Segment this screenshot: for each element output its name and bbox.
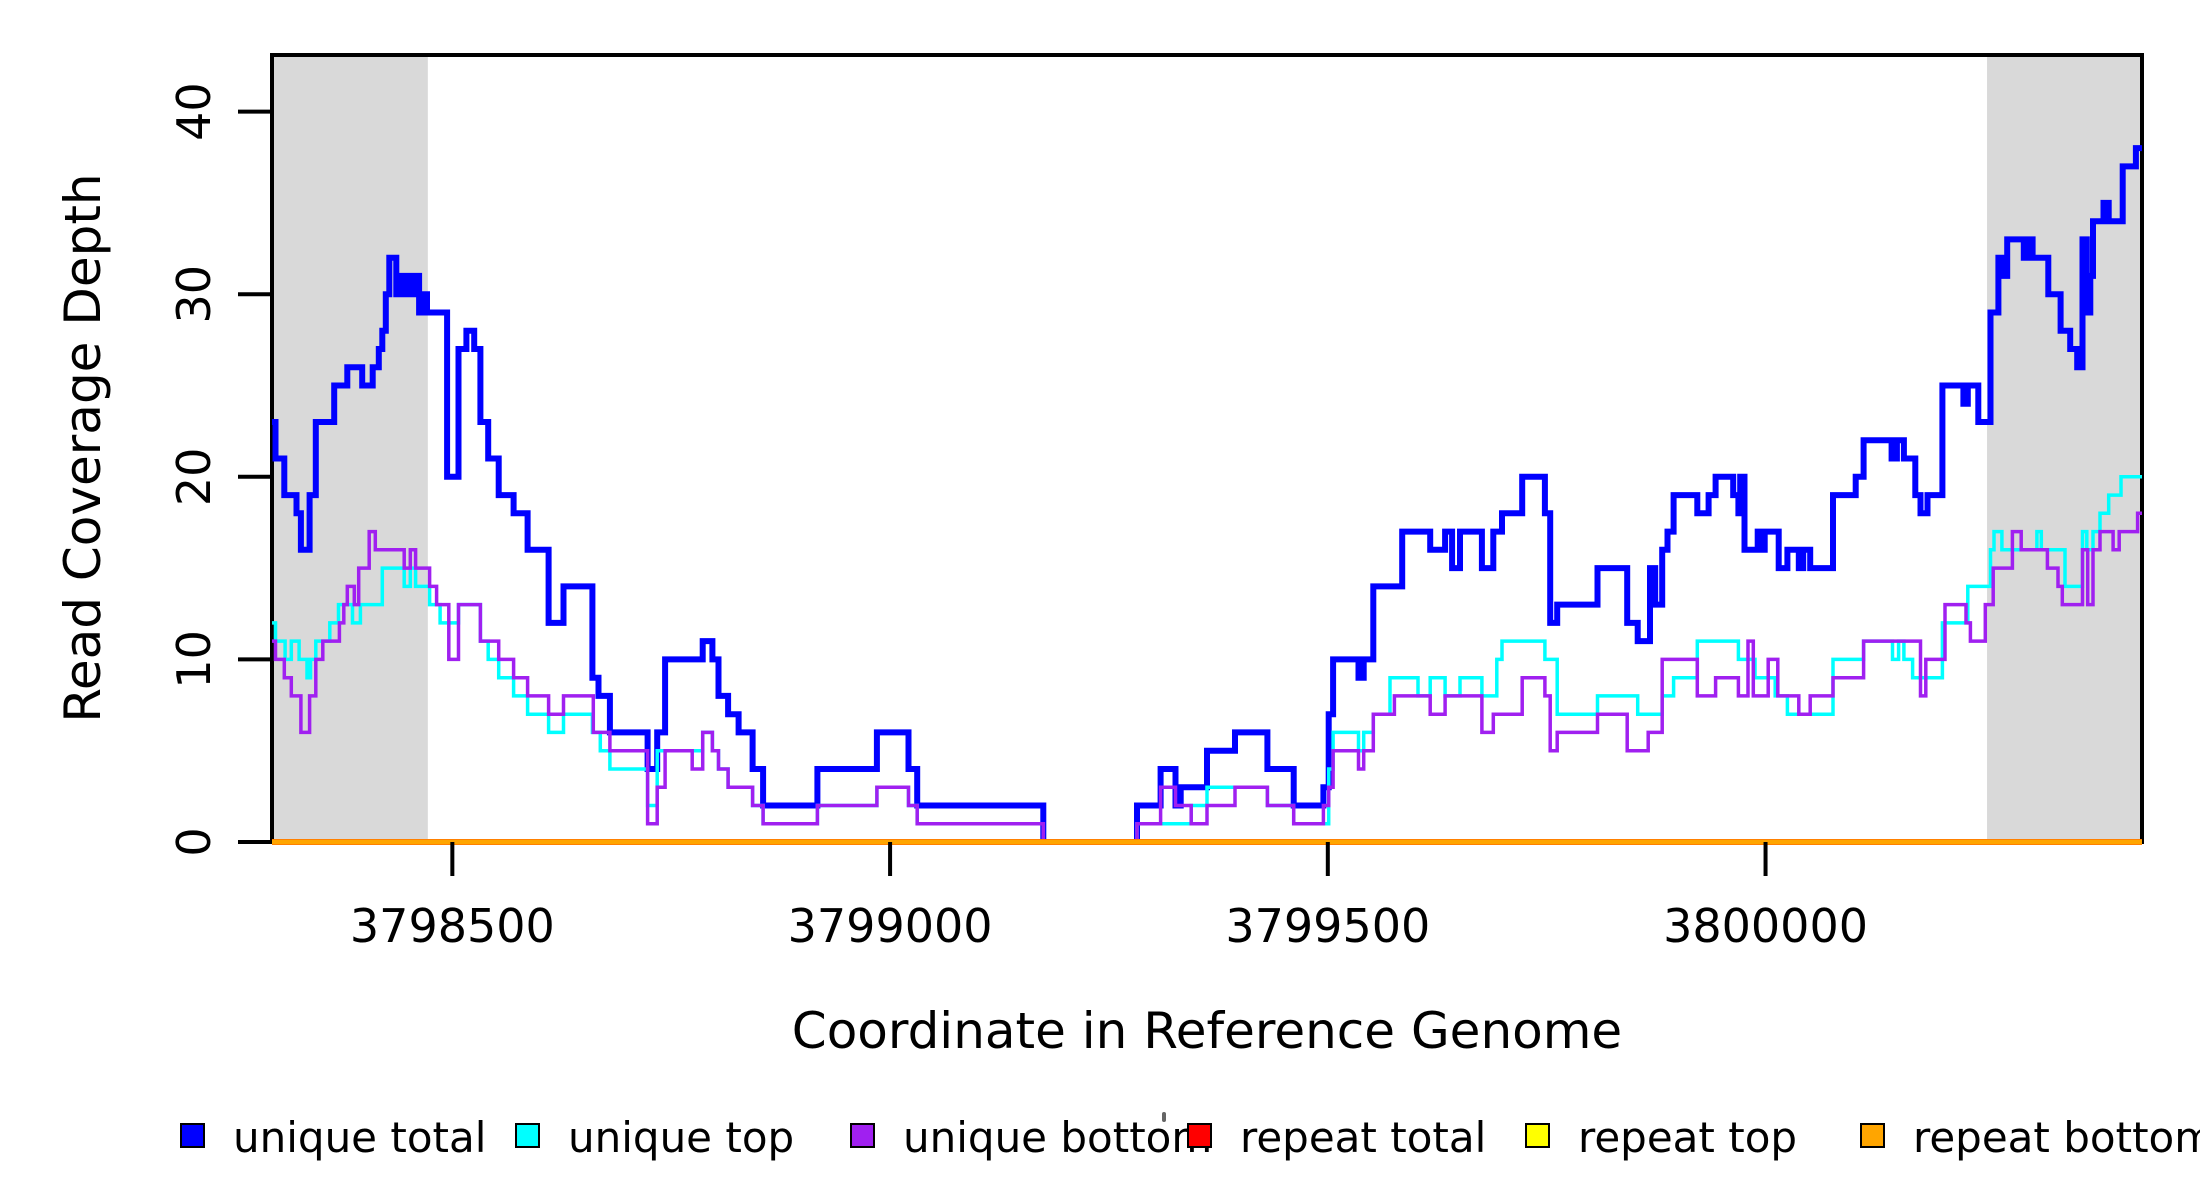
y-axis-title: Read Coverage Depth [54, 173, 112, 722]
x-axis-tick-label: 3799000 [788, 899, 993, 953]
legend-swatch-unique-total [180, 1123, 205, 1148]
y-axis-tick-label: 20 [167, 448, 221, 507]
legend-item-unique-total: unique total [180, 1113, 487, 1162]
highlight-band-left [272, 55, 428, 842]
series-line-unique-total [272, 145, 2142, 845]
legend-swatch-repeat-total [1187, 1123, 1212, 1148]
highlight-band-right [1987, 55, 2142, 842]
legend: unique total unique top unique bottom repea… [0, 1113, 2200, 1200]
legend-item-repeat-bottom: repeat bottom [1860, 1113, 2200, 1162]
x-axis-title: Coordinate in Reference Genome [792, 1002, 1622, 1060]
legend-label: unique top [568, 1113, 795, 1162]
legend-item-unique-top: unique top [515, 1113, 795, 1162]
legend-swatch-unique-top [515, 1123, 540, 1148]
x-axis-tick-label: 3799500 [1225, 899, 1430, 953]
y-axis-tick-label: 40 [167, 82, 221, 141]
legend-item-unique-bottom: unique bottom [850, 1113, 1213, 1162]
y-axis-tick-label: 30 [167, 265, 221, 324]
legend-label: repeat bottom [1913, 1113, 2200, 1162]
legend-item-repeat-top: repeat top [1525, 1113, 1798, 1162]
x-axis-tick-label: 3798500 [350, 899, 555, 953]
legend-label: unique bottom [903, 1113, 1213, 1162]
y-axis-tick-label: 10 [167, 630, 221, 689]
series-line-unique-bottom [272, 511, 2142, 844]
x-axis-tick-label: 3800000 [1663, 899, 1868, 953]
legend-label: repeat total [1240, 1113, 1487, 1162]
y-axis-tick-label: 0 [167, 827, 221, 856]
series-line-unique-top [272, 475, 2142, 844]
legend-item-repeat-total: repeat total [1187, 1113, 1487, 1162]
legend-swatch-repeat-bottom [1860, 1123, 1885, 1148]
legend-swatch-unique-bottom [850, 1123, 875, 1148]
legend-label: repeat top [1578, 1113, 1798, 1162]
legend-swatch-repeat-top [1525, 1123, 1550, 1148]
stray-mark-artifact [1162, 1112, 1166, 1122]
legend-label: unique total [233, 1113, 487, 1162]
